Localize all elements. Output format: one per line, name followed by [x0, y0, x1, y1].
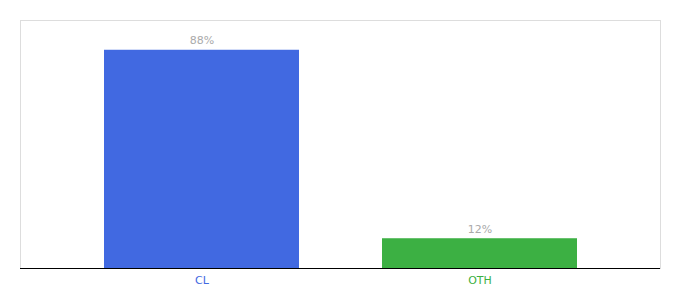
svg-text:CL: CL [195, 274, 210, 287]
svg-text:88%: 88% [190, 34, 214, 47]
svg-text:OTH: OTH [468, 274, 492, 287]
svg-text:12%: 12% [468, 223, 492, 236]
